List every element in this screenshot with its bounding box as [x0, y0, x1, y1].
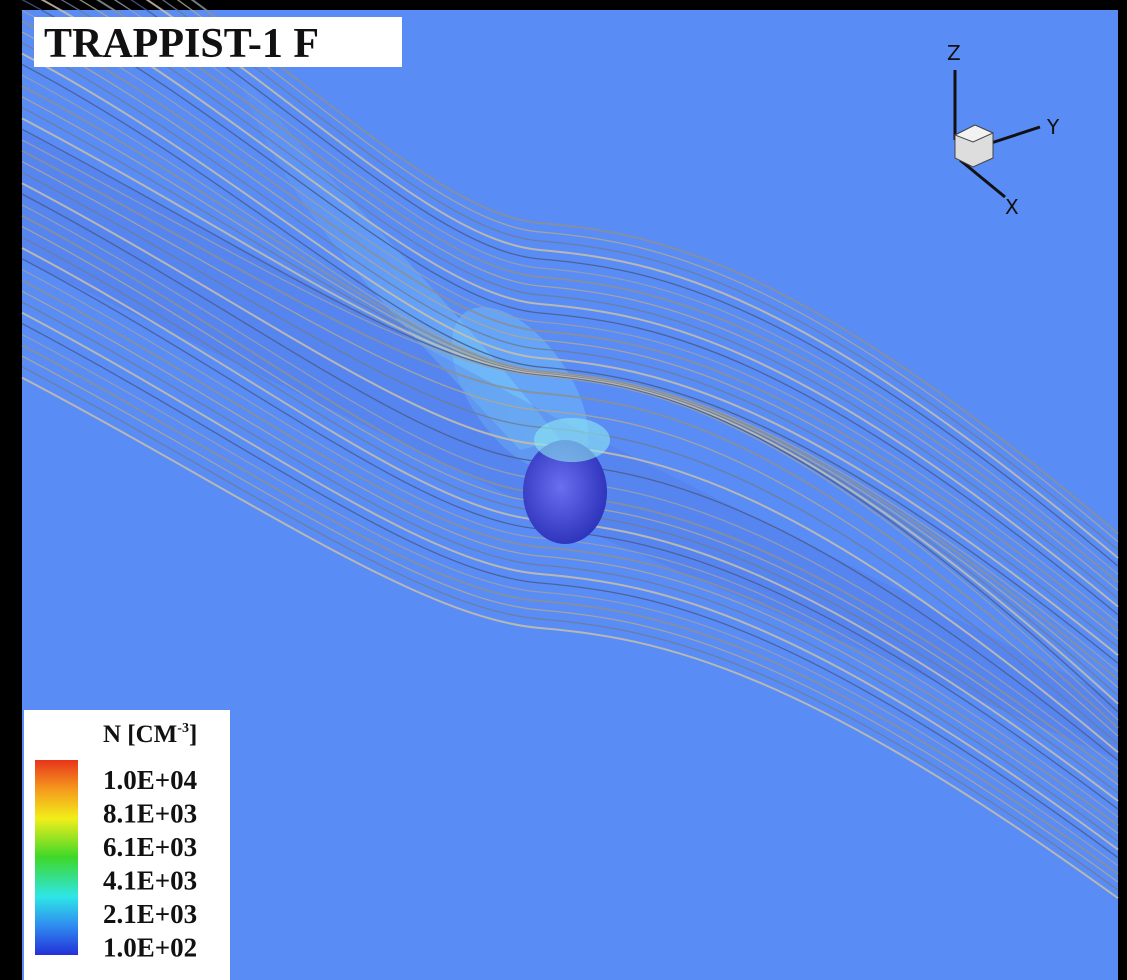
- streamline: [21, 290, 1119, 834]
- streamline: [21, 63, 1119, 664]
- streamlines: [21, 0, 1119, 900]
- y-axis: [984, 125, 1041, 147]
- title-box: [34, 17, 402, 67]
- legend-label: 1.0E+02: [103, 933, 197, 963]
- legend-title-main: N [CM: [103, 721, 177, 748]
- x-axis: [959, 158, 1006, 199]
- legend-label: 8.1E+03: [103, 799, 197, 829]
- streamline: [21, 301, 1119, 843]
- streamline: [21, 31, 1119, 640]
- streamline: [21, 376, 1119, 900]
- streamline: [60, 0, 1119, 600]
- streamline: [21, 279, 1119, 827]
- streamline: [21, 149, 1119, 729]
- legend-label: 2.1E+03: [103, 899, 197, 929]
- streamline: [21, 42, 1119, 648]
- streamline: [21, 269, 1119, 818]
- streamline: [21, 85, 1119, 681]
- streamline: [21, 366, 1119, 891]
- streamline: [21, 128, 1119, 713]
- legend: N [CM-3] 1.0E+04 8.1E+036.1E+03 4.1E+032.1…: [24, 710, 230, 980]
- streamline: [21, 9, 1119, 624]
- streamline: [21, 0, 1119, 616]
- axis-triad: Z Y X: [947, 41, 1060, 219]
- streamline: [21, 20, 1119, 632]
- streamline: [21, 323, 1119, 859]
- streamline: [21, 52, 1119, 656]
- y-label: Y: [1046, 115, 1060, 139]
- cube-top: [953, 124, 995, 143]
- legend-title-sup: -3: [177, 721, 189, 736]
- streamline: [21, 171, 1119, 745]
- dayside: [534, 418, 610, 462]
- streamline: [78, 0, 1119, 591]
- legend-label: 4.1E+03: [103, 866, 197, 896]
- legend-title: N [CM-3]: [103, 721, 197, 748]
- streamline: [21, 139, 1119, 721]
- x-label: X: [1005, 195, 1019, 219]
- streamline: [21, 344, 1119, 875]
- z-label: Z: [947, 41, 961, 65]
- legend-title-end: ]: [189, 721, 197, 748]
- streamline: [96, 0, 1119, 584]
- streamline: [21, 161, 1119, 737]
- legend-label: 1.0E+04: [103, 765, 197, 795]
- title: TRAPPIST-1 F: [44, 21, 319, 67]
- streamline: [21, 333, 1119, 867]
- streamline: [21, 355, 1119, 883]
- legend-labels: 1.0E+04 8.1E+036.1E+03 4.1E+032.1E+03 1.0E+…: [103, 765, 197, 963]
- streamline: [21, 96, 1119, 689]
- streamline: [21, 311, 1119, 851]
- plume: [235, 60, 560, 450]
- streamline: [21, 117, 1119, 705]
- streamline: [40, 0, 1119, 608]
- legend-label: 6.1E+03: [103, 832, 197, 862]
- colorbar: [35, 760, 78, 955]
- streamline: [113, 0, 1119, 575]
- planet: [523, 440, 607, 544]
- streamline: [130, 0, 1119, 567]
